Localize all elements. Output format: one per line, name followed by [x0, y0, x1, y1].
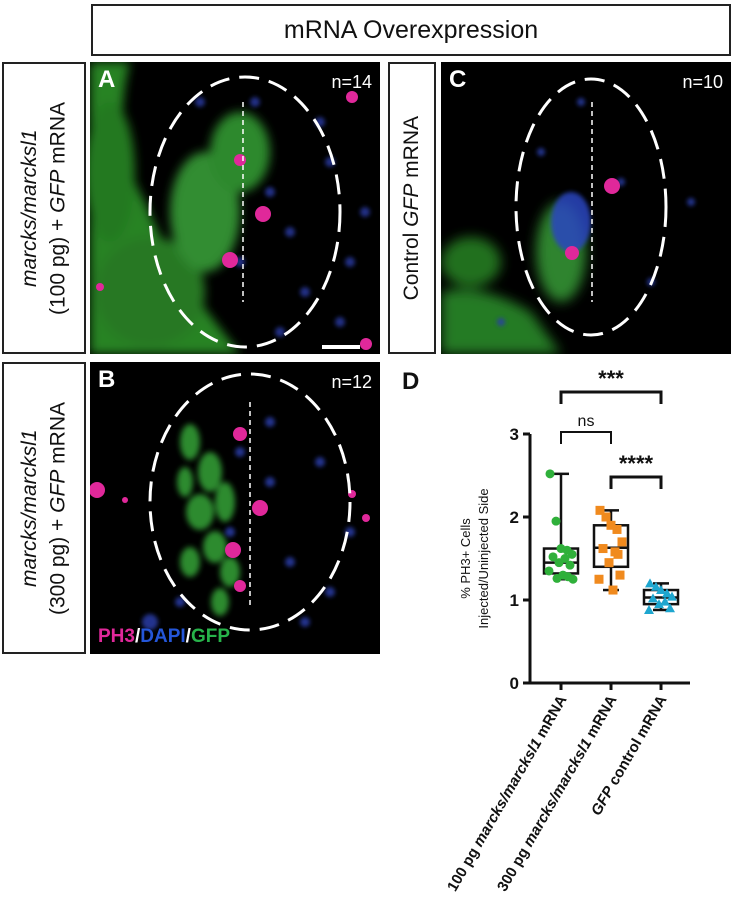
data-point	[552, 573, 562, 583]
row-label-c: Control GFP mRNA	[388, 62, 436, 354]
data-point	[604, 558, 614, 568]
data-point	[608, 585, 618, 595]
data-point	[606, 520, 616, 530]
data-point	[612, 524, 622, 534]
panel-a-n: n=14	[331, 72, 372, 92]
legend-gfp: GFP	[190, 626, 230, 647]
x-label-dose: 300 pg	[494, 841, 535, 894]
row-a-gene: marcks/marcksl1	[17, 129, 41, 287]
data-point	[565, 560, 575, 570]
panel-b-letter: B	[98, 366, 116, 393]
data-point	[594, 574, 604, 584]
row-c-mrna: mRNA	[399, 115, 423, 184]
data-point	[615, 570, 625, 580]
data-point	[548, 552, 558, 562]
figure-title-text: mRNA Overexpression	[283, 15, 539, 44]
row-label-a-text: marcks/marcksl1 (100 pg) + GFP mRNA	[16, 102, 73, 315]
row-label-a: marcks/marcksl1 (100 pg) + GFP mRNA	[2, 62, 86, 354]
stain-legend: PH3/DAPI/GFP	[98, 626, 230, 648]
micrograph-a-image	[90, 62, 372, 354]
y-tick-label: 3	[510, 425, 519, 444]
panel-a-letter: A	[98, 66, 116, 93]
panel-c-n: n=10	[682, 72, 723, 92]
row-a-mrna: mRNA	[46, 101, 69, 170]
row-label-c-text: Control GFP mRNA	[398, 116, 426, 300]
data-point	[598, 544, 608, 554]
x-label-suffix: mRNA	[581, 692, 621, 744]
significance-label: ns	[578, 413, 595, 430]
y-axis-label-line1: % PH3+ Cells	[458, 518, 473, 599]
data-point	[567, 549, 577, 559]
y-tick-label: 1	[510, 591, 519, 610]
data-point	[644, 604, 654, 614]
micrograph-c-image	[441, 77, 695, 354]
significance-bracket	[560, 431, 612, 444]
y-tick-label: 2	[510, 508, 519, 527]
panel-b-n: n=12	[331, 372, 372, 392]
chart-axes: 0 1 2 3	[510, 425, 690, 693]
data-point	[651, 581, 661, 591]
significance-label: ****	[619, 451, 654, 476]
row-c-gfp: GFP	[399, 183, 423, 227]
data-point	[544, 566, 554, 576]
y-axis-label-line2: Injected/Uninjected Side	[476, 488, 491, 628]
micrograph-panel-a: A n=14	[90, 62, 380, 354]
row-a-dose: (100 pg) +	[46, 212, 69, 315]
panel-c-letter: C	[449, 66, 467, 93]
data-point	[645, 578, 655, 588]
significance-bracket	[609, 475, 663, 489]
legend-sep-2: /	[185, 626, 191, 647]
y-tick-label: 0	[510, 674, 519, 693]
legend-dapi: DAPI	[140, 626, 186, 647]
row-b-gene: marcks/marcksl1	[17, 429, 41, 587]
data-point	[595, 505, 605, 515]
row-b-dose: (300 pg) +	[46, 512, 69, 615]
data-point	[568, 574, 578, 584]
micrograph-panel-b: B n=12 PH3/DAPI/GFP	[90, 362, 380, 654]
data-point	[648, 593, 658, 603]
x-label-dose: 100 pg	[444, 841, 485, 894]
row-a-gfp: GFP	[46, 169, 69, 213]
data-point	[601, 512, 611, 522]
x-label-suffix: mRNA	[531, 692, 571, 744]
data-point	[613, 549, 623, 559]
significance-bracket	[559, 390, 663, 404]
legend-ph3: PH3	[98, 626, 135, 647]
significance-label: ***	[598, 366, 624, 391]
data-point	[551, 516, 561, 526]
row-b-gfp: GFP	[46, 469, 69, 513]
row-b-mrna: mRNA	[46, 401, 69, 470]
chart-marks: *** ns ****	[542, 366, 680, 614]
data-point	[662, 588, 672, 598]
row-label-b-text: marcks/marcksl1 (300 pg) + GFP mRNA	[16, 402, 73, 615]
micrograph-b-image	[90, 372, 370, 632]
data-point	[656, 585, 666, 595]
data-point	[665, 603, 675, 613]
data-point	[545, 469, 555, 479]
data-point	[660, 596, 670, 606]
legend-sep-1: /	[134, 626, 141, 647]
figure-title: mRNA Overexpression	[91, 4, 731, 56]
data-point	[617, 537, 627, 547]
data-point	[667, 591, 677, 601]
data-point	[554, 558, 564, 568]
row-c-prefix: Control	[399, 226, 423, 301]
row-label-b: marcks/marcksl1 (300 pg) + GFP mRNA	[2, 362, 86, 654]
panel-d-letter: D	[402, 368, 419, 395]
micrograph-panel-c: C n=10	[441, 62, 731, 354]
chart-d: D % PH3+ Cells Injected/Uninjected Side …	[402, 366, 690, 895]
data-point	[654, 599, 664, 609]
